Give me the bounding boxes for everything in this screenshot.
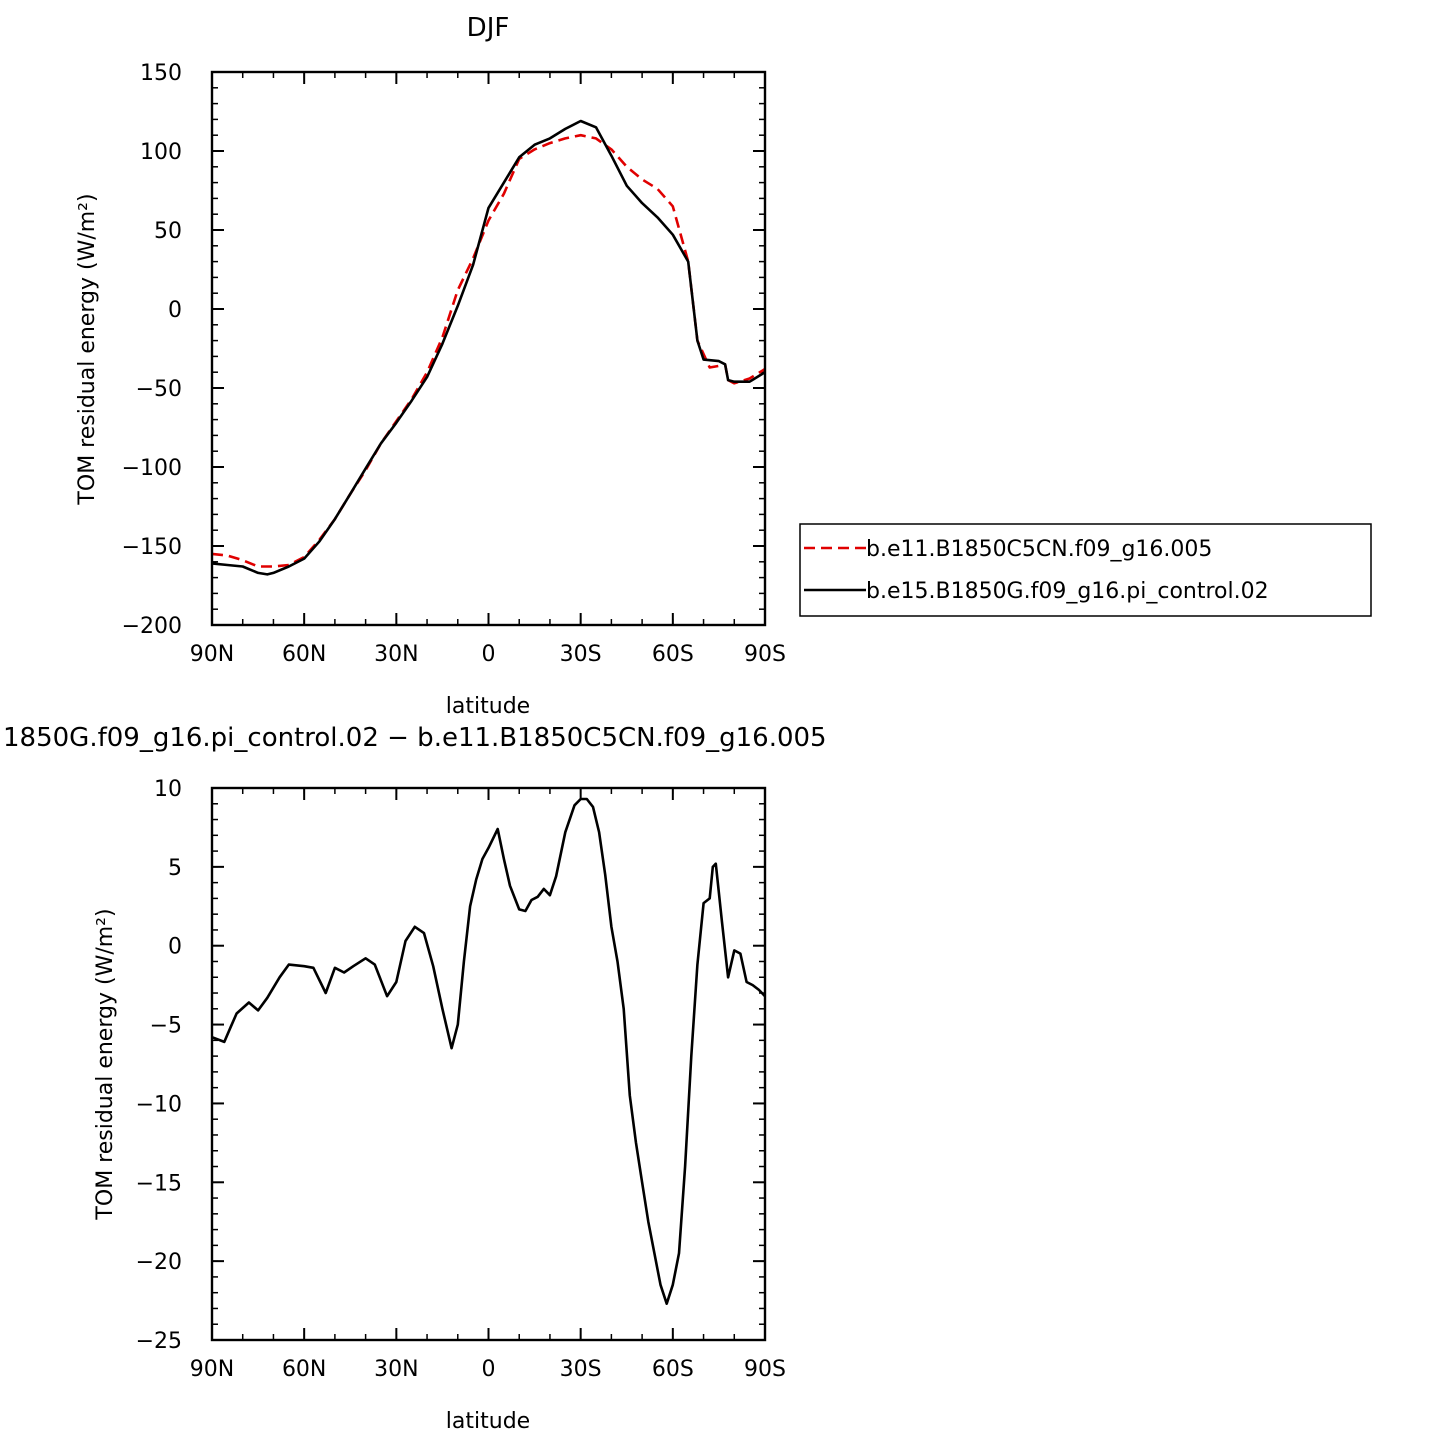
top-x-tick-label: 60N — [282, 642, 326, 667]
top-x-tick-label: 0 — [482, 642, 496, 667]
top-y-tick-label: −200 — [122, 614, 182, 639]
bottom-x-tick-label: 60S — [652, 1357, 694, 1382]
top-y-tick-label: −50 — [136, 377, 182, 402]
bottom-y-tick-label: 10 — [154, 777, 182, 802]
legend-box — [799, 523, 1372, 617]
bottom-y-tick-label: 0 — [168, 935, 182, 960]
bottom-panel-title: 1850G.f09_g16.pi_control.02 − b.e11.B185… — [3, 723, 827, 753]
bottom-series-line-1 — [211, 797, 766, 1305]
bottom-y-tick-label: −5 — [150, 1014, 182, 1039]
top-y-tick-label: 0 — [168, 298, 182, 323]
top-x-tick-label: 30N — [374, 642, 418, 667]
bottom-x-tick-label: 90S — [744, 1357, 786, 1382]
bottom-x-tick-label: 60N — [282, 1357, 326, 1382]
top-panel-ylabel: TOM residual energy (W/m²) — [75, 193, 100, 505]
bottom-y-tick-label: −25 — [136, 1329, 182, 1354]
bottom-panel: 1850G.f09_g16.pi_control.02 − b.e11.B185… — [3, 723, 827, 1434]
bottom-y-tick-label: 5 — [168, 856, 182, 881]
bottom-y-tick-label: −15 — [136, 1171, 182, 1196]
bottom-panel-series — [211, 797, 766, 1305]
legend-label-series-2: b.e15.B1850G.f09_g16.pi_control.02 — [866, 579, 1269, 604]
top-y-tick-label: −100 — [122, 456, 182, 481]
legend: b.e11.B1850C5CN.f09_g16.005 b.e15.B1850G… — [799, 523, 1372, 617]
top-y-tick-label: 100 — [140, 140, 182, 165]
bottom-y-tick-label: −10 — [136, 1092, 182, 1117]
top-panel-series — [211, 119, 766, 576]
top-x-tick-label: 30S — [560, 642, 602, 667]
top-panel: DJF latitude TOM residual energy (W/m²) … — [75, 13, 786, 719]
top-panel-xlabel: latitude — [446, 694, 530, 719]
bottom-panel-ticks: 90N 60N 30N 0 30S 60S 90S 10 5 0 −5 −10 −15 −20 −25 — [136, 777, 786, 1382]
top-panel-title: DJF — [467, 13, 510, 43]
bottom-panel-xlabel: latitude — [446, 1409, 530, 1434]
top-y-tick-label: 150 — [140, 61, 182, 86]
top-y-tick-label: 50 — [154, 219, 182, 244]
bottom-x-tick-label: 30N — [374, 1357, 418, 1382]
top-x-tick-label: 60S — [652, 642, 694, 667]
bottom-panel-ylabel: TOM residual energy (W/m²) — [93, 908, 118, 1220]
bottom-panel-frame — [210, 786, 767, 1342]
bottom-y-tick-label: −20 — [136, 1250, 182, 1275]
bottom-x-tick-label: 0 — [482, 1357, 496, 1382]
bottom-x-tick-label: 90N — [190, 1357, 234, 1382]
bottom-x-tick-label: 30S — [560, 1357, 602, 1382]
top-series-line-2 — [211, 119, 766, 576]
top-y-tick-label: −150 — [122, 535, 182, 560]
top-x-tick-label: 90N — [190, 642, 234, 667]
top-panel-frame — [210, 70, 767, 627]
top-x-tick-label: 90S — [744, 642, 786, 667]
legend-label-series-1: b.e11.B1850C5CN.f09_g16.005 — [866, 537, 1212, 562]
